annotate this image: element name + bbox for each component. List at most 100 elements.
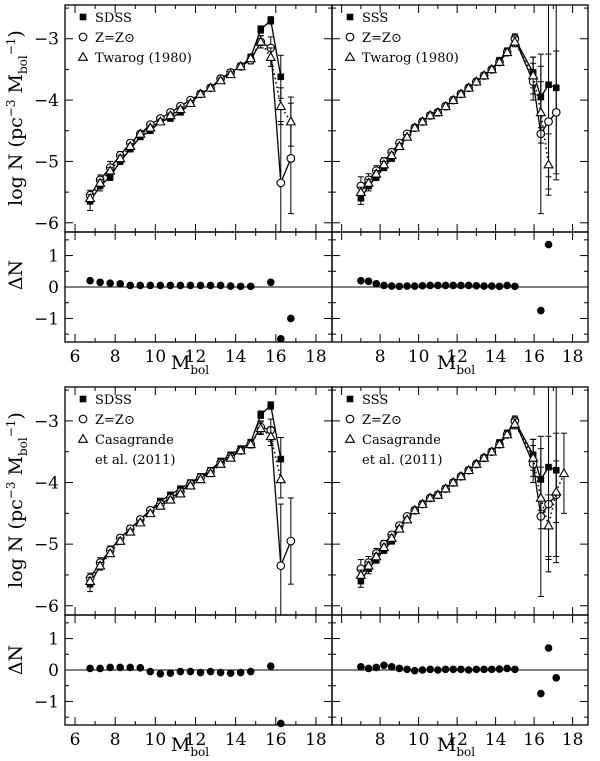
- delta-points: [86, 276, 295, 343]
- delta-point: [226, 282, 235, 290]
- delta-point: [106, 279, 114, 288]
- series-line: [89, 426, 292, 579]
- y-tick-label: −5: [34, 152, 59, 172]
- delta-point: [206, 281, 215, 290]
- data-point: [275, 473, 287, 484]
- delta-point: [266, 278, 275, 287]
- data-point: [558, 467, 570, 478]
- legend-label: Z=Z⊙: [362, 31, 402, 46]
- legend-label: SSS: [362, 393, 388, 408]
- delta-point: [480, 665, 488, 674]
- legend-marker: [77, 51, 89, 61]
- delta-point: [511, 665, 519, 674]
- data-point: [215, 74, 226, 85]
- x-tick-label: 8: [375, 347, 386, 367]
- data-point: [104, 547, 116, 558]
- legend-label: Casagrande: [95, 433, 174, 448]
- delta-point: [449, 281, 458, 290]
- data-point: [205, 467, 216, 478]
- series-open-triangle: [84, 421, 287, 586]
- data-point: [378, 541, 390, 552]
- data-point: [286, 154, 296, 163]
- data-point: [106, 173, 114, 181]
- y-tick-label: −1: [34, 309, 59, 329]
- delta-point: [372, 280, 381, 288]
- legend-marker: [344, 433, 356, 443]
- delta-point: [216, 668, 225, 677]
- data-point: [114, 152, 126, 163]
- data-point: [417, 116, 428, 126]
- delta-point: [206, 667, 215, 676]
- data-point: [225, 452, 236, 462]
- data-point: [409, 504, 421, 515]
- xlabel-top-right: Mbol: [437, 352, 475, 377]
- delta-point: [126, 663, 135, 672]
- x-tick-label: 16: [265, 730, 287, 750]
- data-point: [195, 88, 206, 98]
- legend-label: SSS: [362, 11, 388, 26]
- data-point: [440, 100, 451, 111]
- data-point: [527, 452, 539, 462]
- data-point: [225, 68, 236, 79]
- data-point: [471, 76, 482, 86]
- data-point: [235, 60, 247, 71]
- legend-marker: [346, 395, 354, 403]
- data-point: [394, 523, 405, 533]
- x-tick-label: 10: [145, 730, 167, 750]
- data-point: [463, 82, 475, 92]
- legend-marker: [77, 433, 89, 443]
- delta-point: [537, 306, 545, 315]
- legend-label: Z=Z⊙: [362, 413, 402, 428]
- data-point: [543, 520, 554, 530]
- data-point: [165, 494, 176, 504]
- data-point: [535, 106, 547, 117]
- data-point: [144, 122, 156, 132]
- delta-point: [136, 281, 145, 290]
- delta-points: [357, 240, 553, 315]
- data-point: [155, 116, 166, 126]
- data-point: [84, 575, 96, 585]
- y-tick-label: −4: [34, 474, 59, 494]
- delta-point: [537, 689, 545, 698]
- data-point: [501, 428, 513, 439]
- y-tick-label: −1: [34, 692, 59, 712]
- data-point: [401, 131, 413, 141]
- delta-points: [86, 662, 285, 728]
- delta-point: [186, 667, 195, 676]
- data-point: [432, 489, 444, 499]
- delta-point: [487, 282, 496, 290]
- data-point: [509, 418, 521, 428]
- x-tick-label: 12: [185, 730, 207, 750]
- data-point: [527, 70, 539, 80]
- ylabel-delta-top: ΔN: [5, 260, 27, 290]
- delta-point: [544, 240, 553, 249]
- legend-label: Z=Z⊙: [95, 31, 135, 46]
- delta-point: [277, 719, 285, 728]
- delta-point: [196, 668, 205, 677]
- data-point: [286, 536, 296, 546]
- data-point: [440, 483, 451, 493]
- y-tick-label: −6: [34, 214, 59, 234]
- delta-point: [357, 663, 365, 671]
- data-point: [494, 438, 505, 449]
- delta-point: [418, 281, 427, 290]
- x-tick-label: 6: [70, 730, 81, 750]
- delta-point: [387, 282, 396, 290]
- panel-top-right: 8 10 12 14 16 18 SSS Z=Z⊙ Twarog (1980): [331, 4, 589, 367]
- data-point: [144, 507, 156, 518]
- delta-point: [166, 281, 175, 290]
- delta-point: [472, 281, 481, 290]
- data-point: [134, 517, 146, 527]
- data-point: [357, 194, 365, 202]
- delta-point: [176, 667, 185, 676]
- legend-label: SDSS: [95, 11, 132, 26]
- legend-label: Twarog (1980): [362, 51, 459, 66]
- delta-point: [196, 281, 205, 290]
- delta-point: [146, 667, 155, 676]
- data-point: [215, 458, 226, 468]
- legend-marker: [79, 395, 87, 403]
- delta-point: [106, 663, 114, 672]
- delta-point: [86, 664, 94, 673]
- series-open-triangle: [355, 36, 554, 198]
- delta-point: [186, 281, 195, 290]
